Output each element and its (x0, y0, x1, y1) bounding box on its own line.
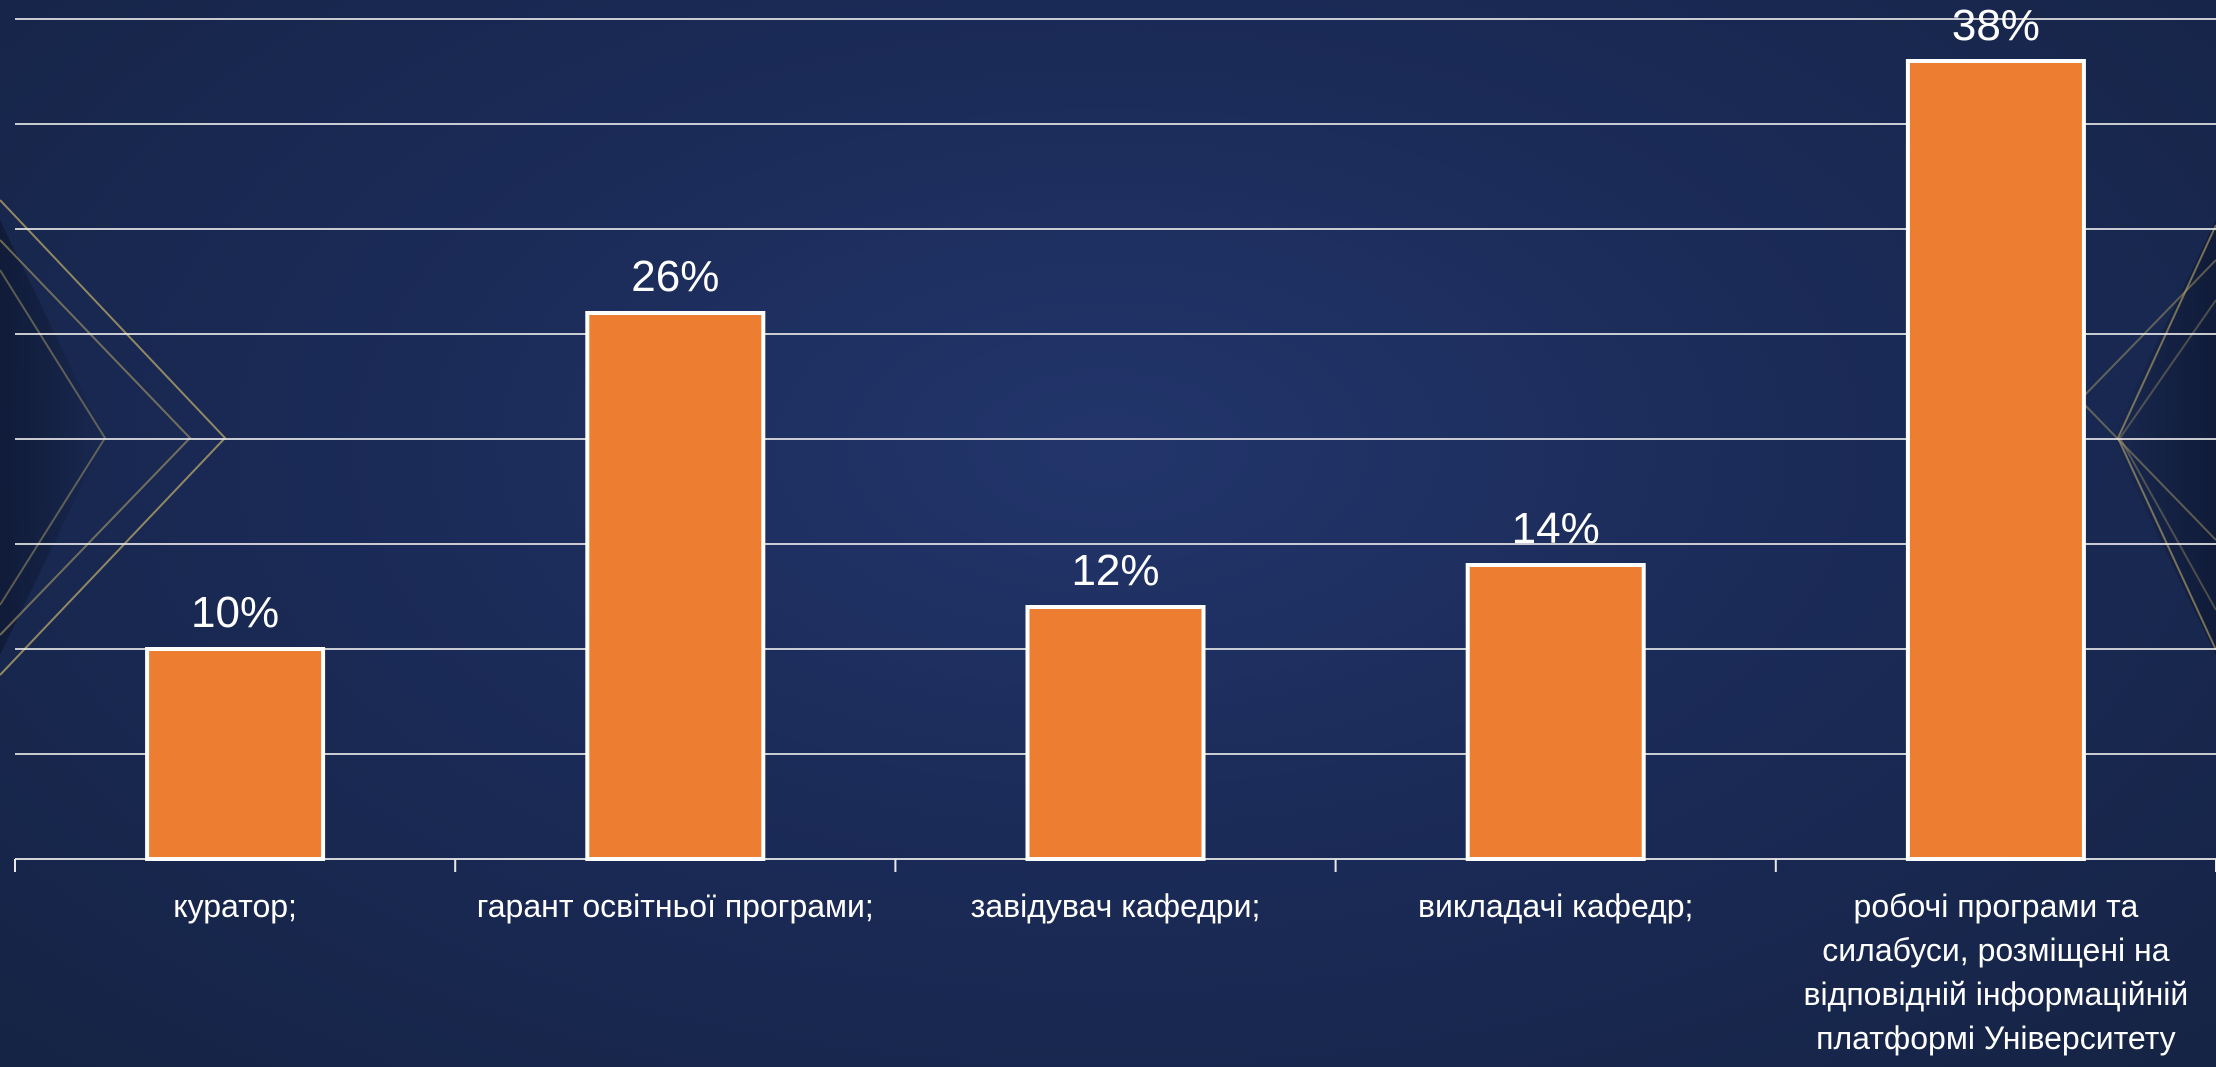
data-label-3: 12% (1071, 546, 1159, 595)
bar-5 (1905, 59, 2086, 861)
bar-1 (145, 647, 326, 861)
data-label-1: 10% (191, 588, 279, 637)
gridlines (15, 18, 2216, 860)
data-label-5: 38% (1952, 1, 2040, 50)
bar-2 (585, 311, 766, 861)
x-tick-label-2: гарант освітньої програми; (476, 888, 874, 924)
bars (145, 59, 2086, 861)
x-tick-label-3: завідувач кафедри; (970, 888, 1261, 924)
bar-4 (1465, 563, 1646, 861)
data-label-4: 14% (1512, 504, 1600, 553)
x-tick-label-4: викладачі кафедр; (1417, 888, 1694, 924)
x-tick-label-5: робочі програми та силабуси, розміщені н… (1803, 888, 2189, 1056)
data-label-2: 26% (631, 252, 719, 301)
x-tick-label-1: куратор; (173, 888, 297, 924)
data-labels: 10% 26% 12% 14% 38% (191, 1, 2040, 637)
bar-3 (1025, 605, 1206, 861)
x-axis (14, 859, 2216, 872)
